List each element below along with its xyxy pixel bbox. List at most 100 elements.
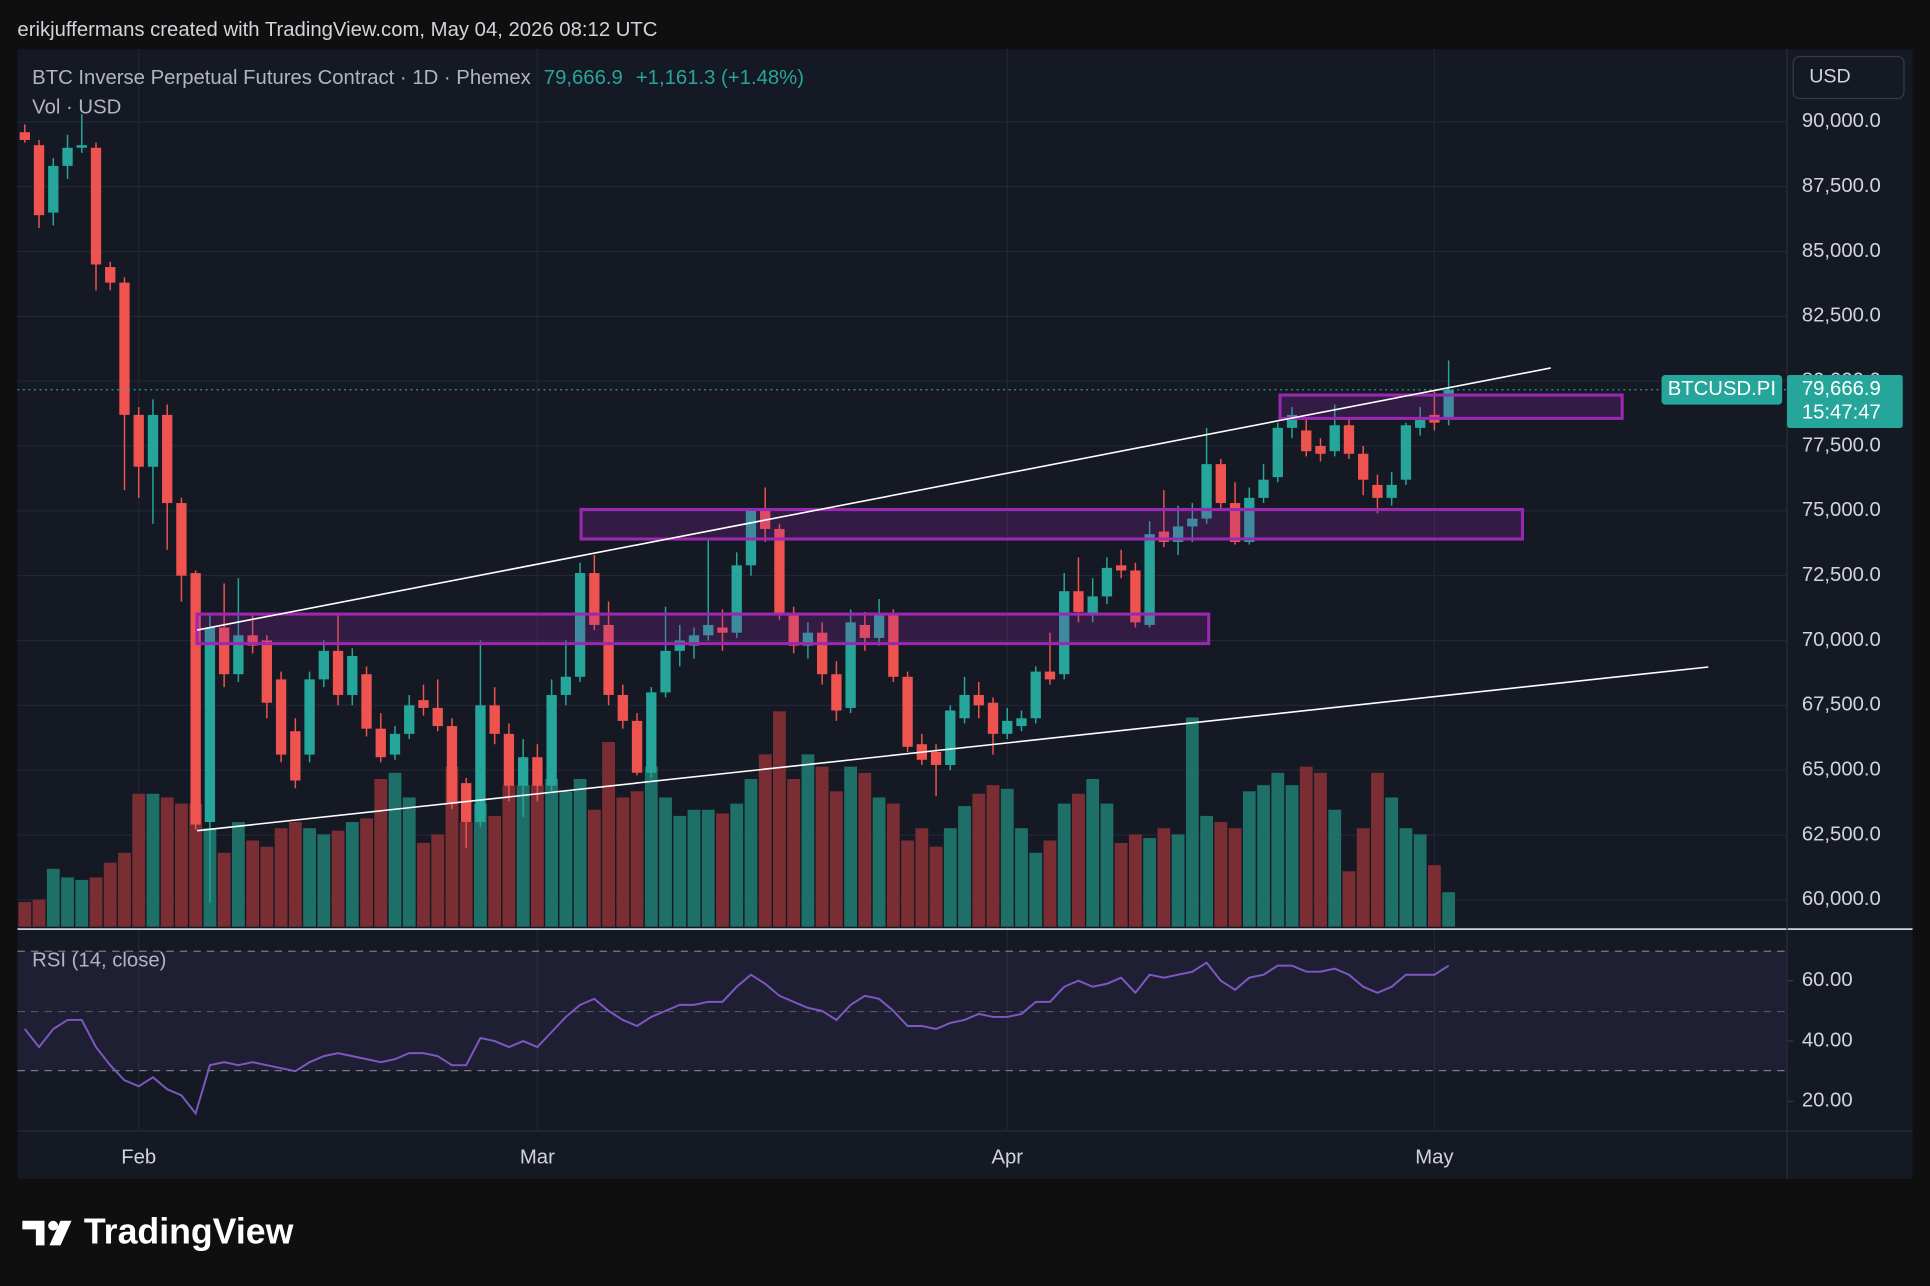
volume-bar bbox=[61, 877, 74, 927]
volume-bar bbox=[246, 840, 260, 927]
volume-bar bbox=[986, 785, 1000, 927]
candle-body bbox=[688, 635, 700, 646]
trendline bbox=[196, 367, 1551, 631]
candle-body bbox=[176, 503, 187, 576]
volume-bar bbox=[716, 813, 729, 927]
volume-bar bbox=[103, 862, 117, 927]
zone bbox=[195, 612, 1211, 646]
candle-body bbox=[1400, 425, 1412, 480]
logo-mark bbox=[48, 1220, 59, 1231]
volume-bar bbox=[1128, 834, 1142, 927]
volume-bar bbox=[545, 778, 559, 927]
candle-body bbox=[1144, 534, 1155, 625]
volume-bar bbox=[1385, 797, 1399, 927]
volume-bar bbox=[744, 778, 758, 927]
logo: TradingView bbox=[22, 1212, 294, 1252]
volume-layer bbox=[18, 711, 1456, 927]
candle-body bbox=[802, 632, 814, 646]
volume-bar bbox=[146, 793, 160, 927]
volume-bar bbox=[1342, 871, 1356, 927]
volume-bar bbox=[1143, 838, 1157, 927]
volume-bar bbox=[160, 797, 174, 927]
volume-bar bbox=[787, 778, 801, 927]
candle-body bbox=[332, 650, 344, 695]
candle-body bbox=[432, 707, 443, 727]
candle-body bbox=[275, 679, 287, 755]
y-tick-label: 60.00 bbox=[1802, 969, 1853, 991]
candle-body bbox=[247, 635, 258, 646]
candle-body bbox=[617, 694, 628, 721]
volume-bar bbox=[118, 852, 131, 927]
volume-bar bbox=[317, 834, 331, 927]
candle-body bbox=[1286, 414, 1298, 428]
y-tick-label: 77,500.0 bbox=[1802, 434, 1881, 456]
volume-bar bbox=[1086, 778, 1100, 927]
zone bbox=[1278, 393, 1624, 420]
candle-body bbox=[19, 132, 30, 140]
volume-bar bbox=[801, 754, 815, 927]
volume-bar bbox=[901, 840, 914, 927]
candle-body bbox=[489, 705, 500, 734]
volume-bar bbox=[1427, 865, 1441, 927]
axes: 60,000.0 62,500.0 65,000.0 67,500.0 70,000.0… bbox=[121, 110, 1903, 1168]
rsi-title: RSI (14, close) bbox=[32, 949, 166, 971]
candle-body bbox=[446, 726, 458, 804]
candle-body bbox=[33, 145, 45, 216]
volume-bar bbox=[1356, 828, 1370, 927]
candle-body bbox=[1059, 591, 1070, 675]
y-tick-label: 40.00 bbox=[1802, 1029, 1853, 1051]
candle-body bbox=[190, 573, 201, 825]
volume-bar bbox=[402, 797, 416, 927]
volume-bar bbox=[445, 766, 459, 927]
currency-button[interactable] bbox=[1792, 55, 1905, 100]
volume-bar bbox=[1000, 788, 1014, 927]
y-tick-label: 70,000.0 bbox=[1802, 629, 1881, 651]
candle-body bbox=[290, 731, 301, 781]
candle-body bbox=[1443, 389, 1454, 418]
volume-bar bbox=[1314, 772, 1327, 927]
volume-bar bbox=[872, 797, 886, 927]
candle-body bbox=[532, 757, 543, 786]
volume-bar bbox=[1185, 717, 1199, 927]
x-tick-label: Feb bbox=[121, 1146, 156, 1168]
zone bbox=[579, 507, 1525, 541]
candle-body bbox=[859, 624, 871, 638]
volume-bar bbox=[175, 803, 188, 927]
candle-body bbox=[1414, 420, 1426, 428]
logo-mark bbox=[49, 1220, 72, 1246]
legend: BTC Inverse Perpetual Futures Contract ·… bbox=[32, 67, 804, 89]
candle-body bbox=[945, 710, 956, 765]
volume-bar bbox=[1072, 793, 1085, 927]
y-tick-label: 67,500.0 bbox=[1802, 694, 1881, 716]
candle-body bbox=[987, 702, 999, 734]
volume-bar bbox=[331, 830, 345, 927]
volume-bar bbox=[530, 785, 544, 927]
volume-bar bbox=[374, 778, 388, 927]
volume-bar bbox=[18, 902, 32, 927]
volume-bar bbox=[459, 822, 473, 927]
candle-body bbox=[119, 282, 130, 415]
candle-body bbox=[1073, 591, 1084, 612]
volume-bar bbox=[417, 842, 430, 927]
drawings bbox=[195, 367, 1709, 832]
volume-bar bbox=[502, 785, 516, 927]
candle-body bbox=[873, 614, 885, 638]
candle-body bbox=[546, 694, 557, 786]
volume-bar bbox=[1057, 803, 1071, 927]
candle-body bbox=[1201, 464, 1212, 519]
volume-bar bbox=[474, 803, 487, 927]
candle-body bbox=[233, 635, 244, 675]
volume-bar bbox=[260, 846, 274, 927]
volume-bar bbox=[630, 791, 644, 927]
volume-bar bbox=[972, 793, 986, 927]
volume-bar bbox=[288, 822, 302, 927]
volume-bar bbox=[1228, 828, 1242, 927]
candle-body bbox=[1002, 720, 1013, 734]
volume-bar bbox=[844, 766, 858, 927]
currency[interactable]: USD bbox=[1809, 66, 1851, 88]
candle-body bbox=[1258, 479, 1269, 498]
candle-body bbox=[318, 650, 329, 680]
volume-bar bbox=[46, 868, 60, 927]
volume-bar bbox=[1257, 785, 1270, 927]
volume-bar bbox=[89, 877, 103, 927]
